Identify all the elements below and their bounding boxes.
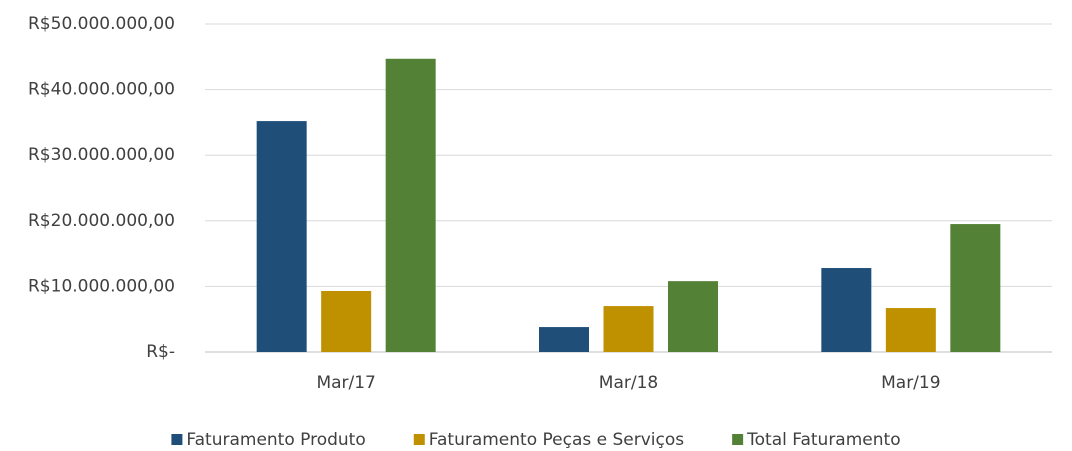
legend-label: Faturamento Peças e Serviços bbox=[429, 430, 685, 450]
y-tick-label: R$10.000.000,00 bbox=[28, 276, 175, 296]
legend-swatch bbox=[413, 434, 425, 445]
legend-swatch bbox=[732, 434, 744, 445]
legend-label: Total Faturamento bbox=[746, 430, 900, 450]
y-tick-label: R$30.000.000,00 bbox=[28, 145, 175, 165]
bar bbox=[821, 268, 872, 352]
bar bbox=[668, 281, 718, 352]
bar bbox=[321, 290, 372, 352]
legend-swatch bbox=[171, 434, 183, 445]
bar bbox=[256, 121, 307, 352]
bar bbox=[950, 224, 1001, 352]
y-tick-label: R$50.000.000,00 bbox=[28, 14, 175, 34]
bar bbox=[539, 327, 589, 352]
x-tick-label: Mar/17 bbox=[316, 373, 375, 393]
bar bbox=[885, 308, 936, 352]
y-tick-label: R$20.000.000,00 bbox=[28, 211, 175, 231]
x-tick-label: Mar/19 bbox=[881, 373, 940, 393]
y-tick-label: R$40.000.000,00 bbox=[28, 80, 175, 100]
legend-label: Faturamento Produto bbox=[186, 430, 365, 450]
x-tick-label: Mar/18 bbox=[599, 373, 658, 393]
bar bbox=[385, 58, 436, 352]
bar bbox=[603, 306, 654, 352]
y-tick-label: R$- bbox=[146, 342, 175, 362]
